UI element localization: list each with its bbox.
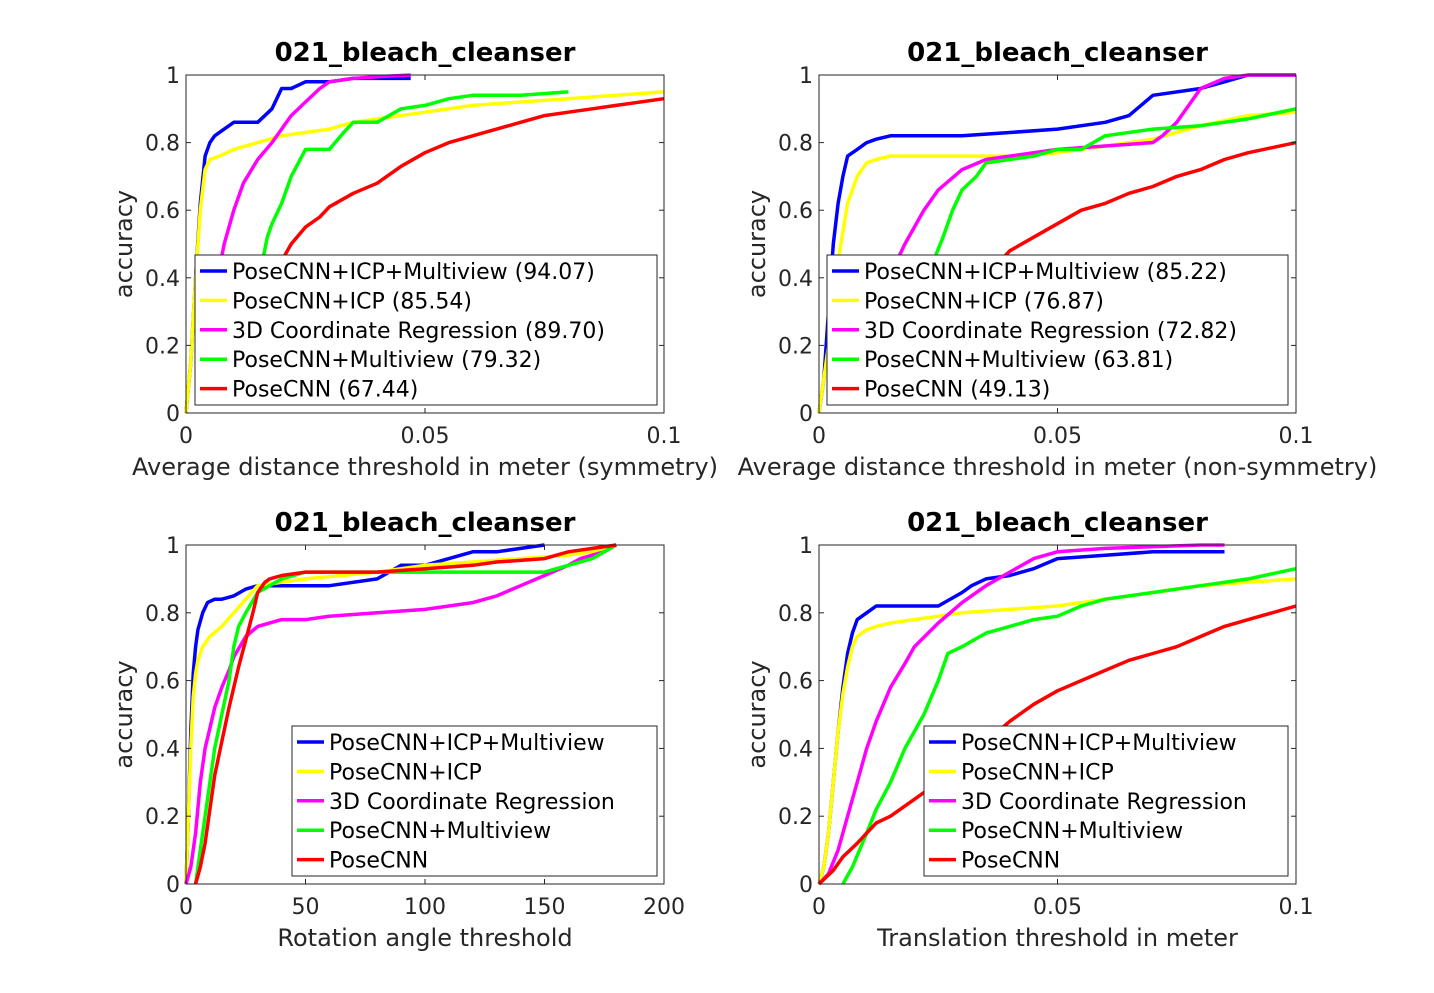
chart-panel-2: 0 0.05 0.1 0 0.2 0.4 0.6 0.8 1 021_bleach_cleanse… (738, 38, 1378, 481)
legend-entry: PoseCNN+Multiview (79.32) (232, 348, 541, 373)
series-line-posecnn (999, 140, 1297, 263)
series-line-3d-coordinate-regression (817, 543, 1225, 886)
legend: PoseCNN+ICP+Multiview (85.22) PoseCNN+ICP… (826, 254, 1289, 406)
x-tick-label: 0.05 (401, 424, 450, 449)
y-tick-label: 0.4 (778, 267, 813, 292)
legend: PoseCNN+ICP+Multiview PoseCNN+ICP 3D Coord… (291, 725, 658, 877)
y-tick-label: 0.8 (145, 602, 180, 627)
series-line-3d-coordinate-regression (213, 73, 411, 279)
legend-entry: 3D Coordinate Regression (89.70) (232, 319, 605, 344)
y-tick-label: 0 (799, 873, 813, 898)
y-tick-label: 1 (166, 534, 180, 559)
legend-entry: PoseCNN+ICP (85.54) (232, 289, 472, 314)
x-tick-label: 0 (812, 424, 826, 449)
y-tick-label: 1 (166, 64, 180, 89)
legend-entry: PoseCNN (49.13) (864, 378, 1050, 403)
y-tick-label: 0.6 (778, 670, 813, 695)
y-tick-label: 0.6 (145, 199, 180, 224)
series-line-posecnn (193, 543, 617, 885)
x-tick-label: 150 (524, 895, 566, 920)
y-tick-label: 0.8 (778, 602, 813, 627)
x-axis-label: Rotation angle threshold (277, 924, 572, 952)
chart-title: 021_bleach_cleanser (907, 508, 1208, 538)
x-axis-label: Translation threshold in meter (876, 924, 1238, 952)
y-tick-label: 0.6 (145, 670, 180, 695)
series-line-posecnn-icp-multiview (817, 73, 1296, 414)
y-tick-label: 0.6 (778, 199, 813, 224)
x-tick-label: 0.05 (1033, 424, 1082, 449)
series-line-posecnn-multiview (256, 90, 569, 279)
y-tick-label: 0.4 (778, 737, 813, 762)
series-line-posecnn-multiview (931, 107, 1297, 262)
x-tick-label: 100 (404, 895, 446, 920)
legend-entry: PoseCNN+Multiview (961, 819, 1183, 844)
legend-entry: PoseCNN+ICP (76.87) (864, 289, 1104, 314)
x-axis-label: Average distance threshold in meter (non… (738, 453, 1378, 481)
y-axis-label: accuracy (743, 190, 771, 298)
legend-entry: 3D Coordinate Regression (329, 790, 615, 815)
legend-entry: PoseCNN (329, 849, 428, 874)
x-tick-label: 0 (812, 895, 826, 920)
chart-panel-1: 0 0.05 0.1 0 0.2 0.4 0.6 0.8 1 021_bleach_cleanse… (110, 38, 718, 481)
y-tick-label: 0.4 (145, 737, 180, 762)
x-tick-label: 0.1 (1279, 895, 1314, 920)
legend-box (826, 254, 1289, 406)
legend-entry: PoseCNN+ICP (961, 760, 1114, 785)
chart-title: 021_bleach_cleanser (275, 38, 576, 68)
legend-entry: 3D Coordinate Regression (72.82) (864, 319, 1237, 344)
x-tick-label: 200 (643, 895, 685, 920)
y-axis-label: accuracy (110, 660, 138, 768)
y-tick-label: 0 (799, 402, 813, 427)
y-tick-label: 0.2 (778, 805, 813, 830)
y-tick-label: 0.4 (145, 267, 180, 292)
legend: PoseCNN+ICP+Multiview PoseCNN+ICP 3D Coord… (923, 725, 1289, 877)
y-tick-label: 1 (799, 64, 813, 89)
series-line-posecnn-icp-multiview (184, 543, 545, 885)
series-line-posecnn (817, 604, 1297, 886)
series-line-posecnn-multiview (193, 543, 618, 885)
chart-title: 021_bleach_cleanser (275, 508, 576, 538)
y-tick-label: 0.2 (145, 805, 180, 830)
legend-entry: PoseCNN (961, 849, 1060, 874)
series-line-posecnn-multiview (841, 566, 1297, 885)
y-axis-label: accuracy (110, 190, 138, 298)
legend-entry: PoseCNN+ICP+Multiview (94.07) (232, 260, 595, 285)
legend-entry: PoseCNN+ICP+Multiview (329, 731, 605, 756)
y-tick-label: 1 (799, 534, 813, 559)
legend-entry: PoseCNN (67.44) (232, 378, 418, 403)
series-line-posecnn-icp (817, 110, 1297, 414)
x-tick-label: 50 (292, 895, 320, 920)
legend-entry: PoseCNN+ICP (329, 760, 482, 785)
y-tick-label: 0.2 (778, 334, 813, 359)
x-tick-label: 0.05 (1033, 895, 1082, 920)
y-tick-label: 0.2 (145, 334, 180, 359)
y-tick-label: 0.8 (145, 132, 180, 157)
y-tick-label: 0.8 (778, 132, 813, 157)
x-tick-label: 0 (179, 895, 193, 920)
x-tick-label: 0.1 (1279, 424, 1314, 449)
chart-panel-4: 0 0.05 0.1 0 0.2 0.4 0.6 0.8 1 021_bleach_cleanse… (743, 508, 1314, 952)
x-axis-label: Average distance threshold in meter (sym… (132, 453, 718, 481)
legend-entry: PoseCNN+Multiview (63.81) (864, 348, 1173, 373)
legend-entry: PoseCNN+ICP+Multiview (961, 731, 1237, 756)
legend-entry: PoseCNN+Multiview (329, 819, 551, 844)
chart-panel-3: 0 50 100 150 200 0 0.2 0.4 0.6 0.8 1 021_bleach_cle… (110, 508, 685, 952)
y-tick-label: 0 (166, 402, 180, 427)
x-tick-label: 0.1 (647, 424, 682, 449)
legend-box (291, 725, 658, 877)
legend-entry: PoseCNN+ICP+Multiview (85.22) (864, 260, 1227, 285)
legend: PoseCNN+ICP+Multiview (94.07) PoseCNN+ICP… (194, 254, 658, 406)
series-line-posecnn-icp (184, 90, 665, 414)
y-axis-label: accuracy (743, 660, 771, 768)
x-tick-label: 0 (179, 424, 193, 449)
legend-box (194, 254, 658, 406)
legend-box (923, 725, 1289, 877)
y-tick-label: 0 (166, 873, 180, 898)
series-line-posecnn (280, 96, 665, 262)
legend-entry: 3D Coordinate Regression (961, 790, 1247, 815)
chart-title: 021_bleach_cleanser (907, 38, 1208, 68)
